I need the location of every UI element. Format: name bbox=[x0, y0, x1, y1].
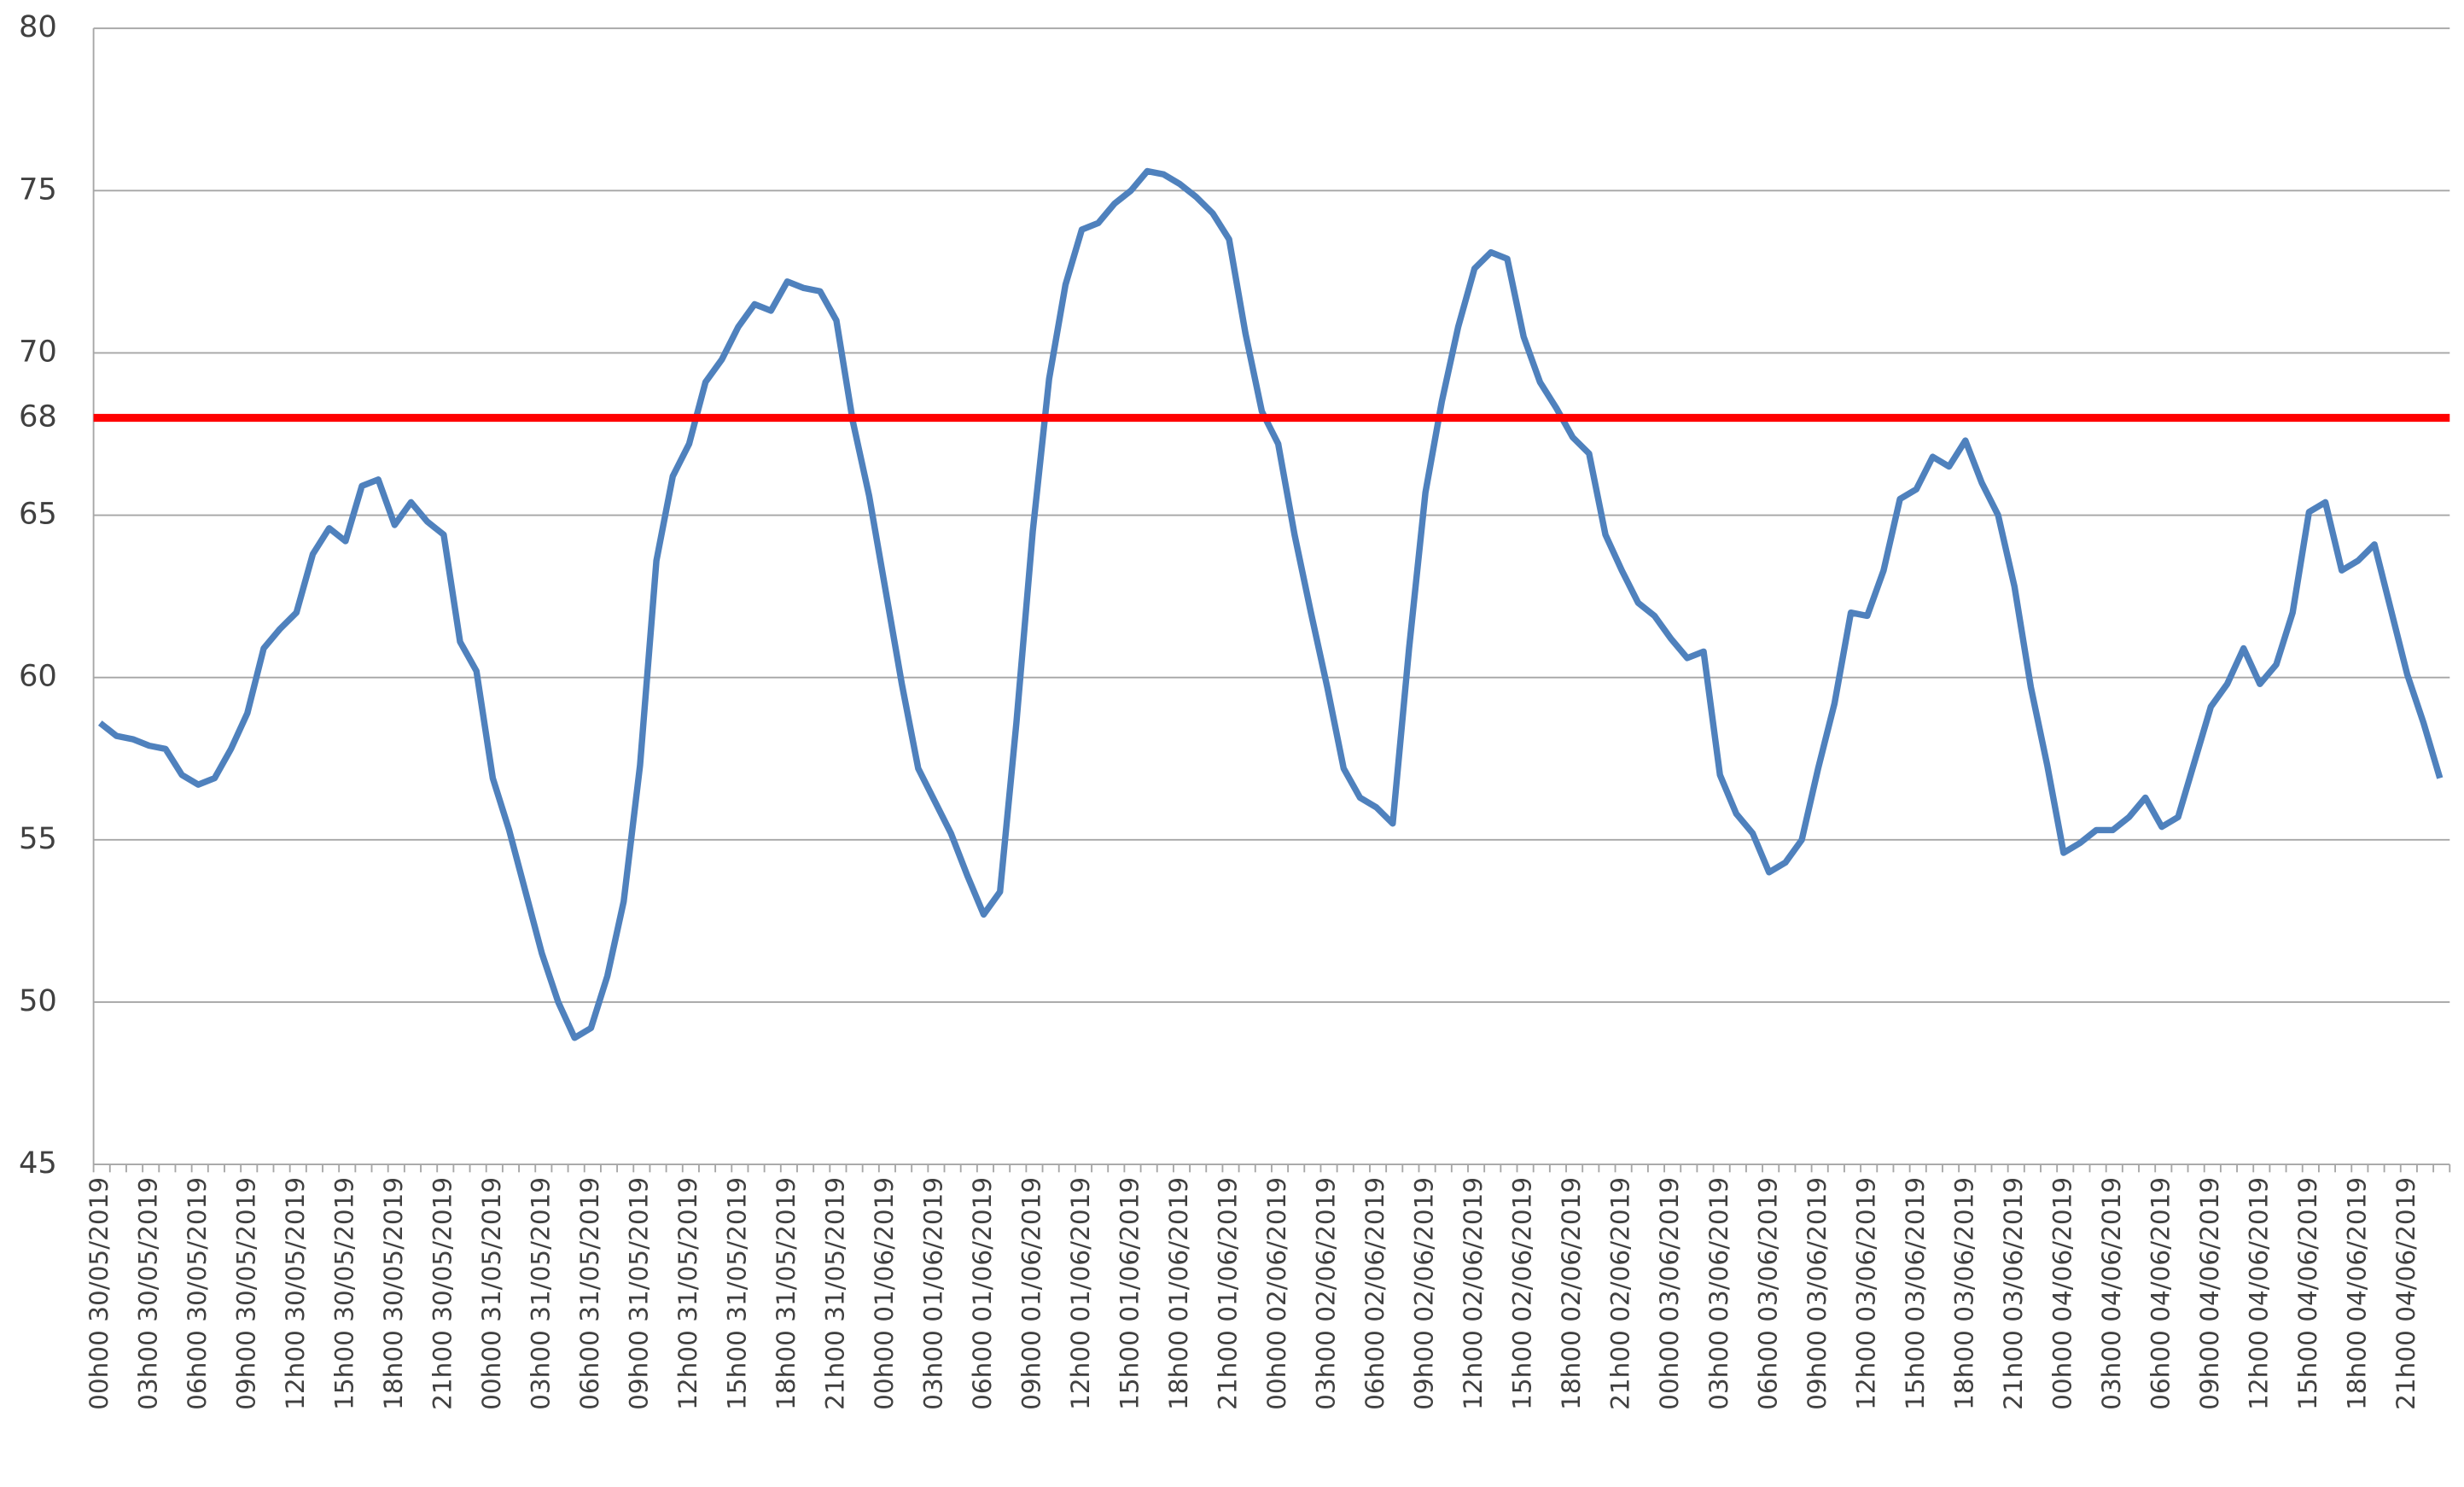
x-tick-label: 09h00 02/06/2019 bbox=[1410, 1177, 1439, 1410]
x-tick-label: 03h00 30/05/2019 bbox=[133, 1177, 162, 1410]
x-tick-label: 21h00 01/06/2019 bbox=[1214, 1177, 1243, 1410]
x-tick-label: 12h00 03/06/2019 bbox=[1851, 1177, 1880, 1410]
x-tick-label: 21h00 03/06/2019 bbox=[1999, 1177, 2028, 1410]
y-tick-label: 80 bbox=[19, 9, 57, 44]
y-tick-label: 65 bbox=[19, 497, 57, 532]
x-tick-label: 00h00 02/06/2019 bbox=[1262, 1177, 1291, 1410]
x-tick-label: 15h00 04/06/2019 bbox=[2293, 1177, 2322, 1410]
x-tick-label: 00h00 30/05/2019 bbox=[84, 1177, 114, 1410]
x-tick-label: 06h00 01/06/2019 bbox=[968, 1177, 997, 1410]
x-tick-label: 12h00 01/06/2019 bbox=[1066, 1177, 1095, 1410]
x-tick-label: 21h00 30/05/2019 bbox=[428, 1177, 457, 1410]
x-tick-label: 15h00 03/06/2019 bbox=[1901, 1177, 1930, 1410]
x-tick-label: 03h00 02/06/2019 bbox=[1312, 1177, 1341, 1410]
x-tick-label: 21h00 31/05/2019 bbox=[820, 1177, 849, 1410]
x-tick-label: 00h00 04/06/2019 bbox=[2048, 1177, 2077, 1410]
x-tick-label: 03h00 01/06/2019 bbox=[918, 1177, 947, 1410]
y-tick-label: 55 bbox=[19, 821, 57, 856]
y-tick-label: 45 bbox=[19, 1146, 57, 1181]
x-tick-label: 09h00 04/06/2019 bbox=[2195, 1177, 2224, 1410]
x-tick-label: 03h00 03/06/2019 bbox=[1704, 1177, 1733, 1410]
x-tick-label: 06h00 31/05/2019 bbox=[575, 1177, 604, 1410]
x-tick-label: 06h00 02/06/2019 bbox=[1360, 1177, 1389, 1410]
y-tick-label: 50 bbox=[19, 983, 57, 1018]
x-tick-label: 18h00 01/06/2019 bbox=[1164, 1177, 1193, 1410]
x-tick-label: 18h00 03/06/2019 bbox=[1949, 1177, 1978, 1410]
x-tick-label: 00h00 31/05/2019 bbox=[477, 1177, 506, 1410]
x-tick-label: 18h00 02/06/2019 bbox=[1557, 1177, 1586, 1410]
x-tick-label: 15h00 02/06/2019 bbox=[1508, 1177, 1537, 1410]
x-tick-label: 18h00 30/05/2019 bbox=[379, 1177, 408, 1410]
x-tick-label: 06h00 03/06/2019 bbox=[1753, 1177, 1782, 1410]
x-tick-label: 12h00 02/06/2019 bbox=[1459, 1177, 1488, 1410]
x-tick-label: 21h00 04/06/2019 bbox=[2391, 1177, 2420, 1410]
x-tick-label: 12h00 04/06/2019 bbox=[2244, 1177, 2273, 1410]
x-tick-label: 09h00 31/05/2019 bbox=[624, 1177, 653, 1410]
reference-label: 68 bbox=[19, 399, 57, 434]
y-tick-label: 60 bbox=[19, 659, 57, 694]
x-tick-label: 12h00 30/05/2019 bbox=[281, 1177, 310, 1410]
x-tick-label: 15h00 31/05/2019 bbox=[722, 1177, 751, 1410]
x-tick-label: 21h00 02/06/2019 bbox=[1606, 1177, 1635, 1410]
x-tick-label: 00h00 03/06/2019 bbox=[1655, 1177, 1684, 1410]
x-tick-label: 15h00 01/06/2019 bbox=[1115, 1177, 1144, 1410]
x-tick-label: 03h00 31/05/2019 bbox=[526, 1177, 555, 1410]
y-tick-label: 75 bbox=[19, 172, 57, 207]
x-tick-label: 03h00 04/06/2019 bbox=[2097, 1177, 2126, 1410]
x-tick-label: 09h00 01/06/2019 bbox=[1016, 1177, 1046, 1410]
y-tick-label: 70 bbox=[19, 335, 57, 370]
data-line bbox=[97, 167, 2444, 1041]
x-tick-label: 00h00 01/06/2019 bbox=[870, 1177, 899, 1410]
x-tick-label: 15h00 30/05/2019 bbox=[329, 1177, 358, 1410]
x-tick-label: 09h00 30/05/2019 bbox=[231, 1177, 260, 1410]
x-tick-label: 06h00 04/06/2019 bbox=[2146, 1177, 2175, 1410]
x-tick-label: 18h00 31/05/2019 bbox=[772, 1177, 801, 1410]
x-tick-label: 06h00 30/05/2019 bbox=[183, 1177, 212, 1410]
x-tick-label: 09h00 03/06/2019 bbox=[1803, 1177, 1832, 1410]
x-tick-label: 12h00 31/05/2019 bbox=[673, 1177, 702, 1410]
x-tick-label: 18h00 04/06/2019 bbox=[2342, 1177, 2371, 1410]
